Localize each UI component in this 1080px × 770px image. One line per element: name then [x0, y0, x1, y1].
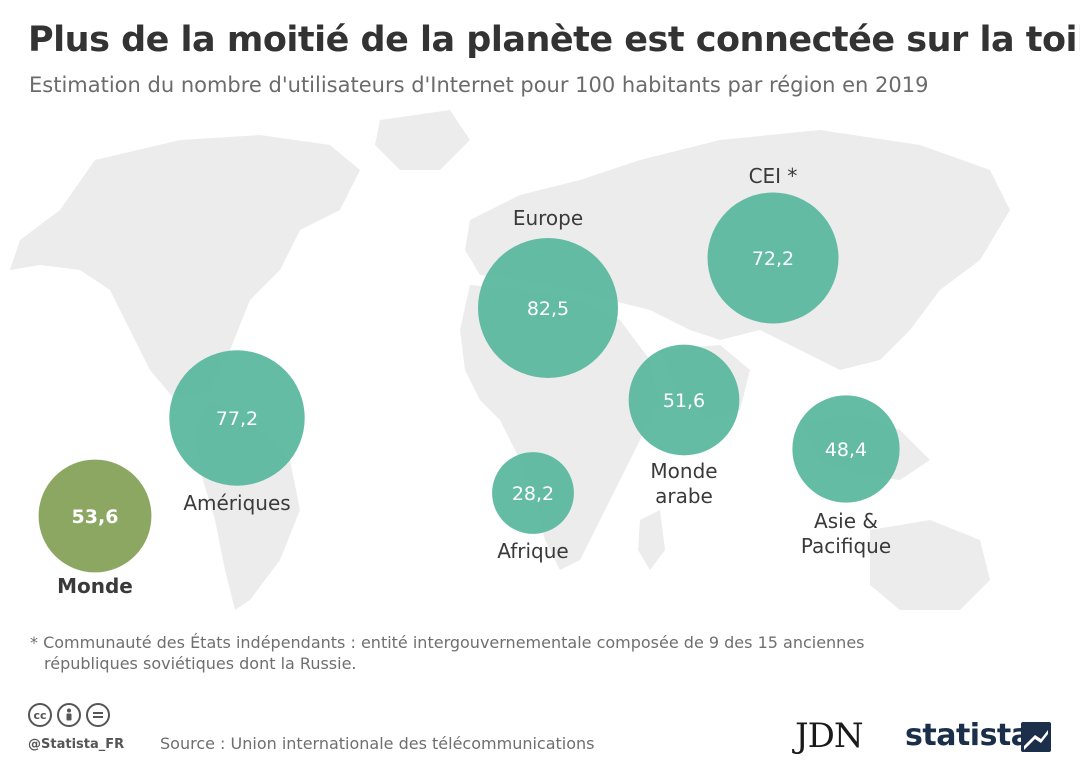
value-label-monde: 53,6 — [72, 506, 119, 528]
value-label-asie-pacifique: 48,4 — [825, 439, 867, 461]
region-label-monde: Monde — [57, 574, 133, 598]
bubble-cei — [707, 192, 839, 324]
bubble-asie-pacifique — [792, 395, 900, 503]
region-label-asie-pacifique: Asie & Pacifique — [801, 509, 891, 558]
value-label-europe: 82,5 — [527, 298, 569, 320]
statista-logo: statista — [905, 718, 1031, 753]
region-label-monde-arabe: Monde arabe — [650, 459, 717, 508]
creative-commons-badges: cc — [28, 703, 110, 727]
chart-subtitle: Estimation du nombre d'utilisateurs d'In… — [29, 73, 929, 97]
bubble-am-riques — [169, 350, 305, 486]
value-label-am-riques: 77,2 — [216, 408, 258, 430]
chart-title: Plus de la moitié de la planète est conn… — [28, 20, 1080, 60]
source-text: Source : Union internationale des téléco… — [160, 734, 595, 753]
cc-icon: cc — [28, 703, 52, 727]
by-icon — [57, 703, 81, 727]
bubble-europe — [478, 238, 618, 378]
bubble-chart: 82,5 Europe 77,2 Amériques 72,2 CEI * 53,6 Mond… — [38, 164, 900, 598]
footnote-line-1: * Communauté des États indépendants : en… — [30, 633, 865, 652]
region-label-am-riques: Amériques — [183, 491, 290, 515]
value-label-afrique: 28,2 — [512, 483, 554, 505]
region-label-europe: Europe — [513, 206, 583, 230]
region-label-afrique: Afrique — [497, 539, 568, 563]
footnote-line-2: républiques soviétiques dont la Russie. — [44, 654, 357, 673]
value-label-monde-arabe: 51,6 — [663, 390, 705, 412]
statista-handle: @Statista_FR — [28, 737, 125, 752]
nd-icon — [86, 703, 110, 727]
bubble-monde-arabe — [628, 344, 740, 456]
jdn-logo: JDN — [795, 716, 864, 756]
footnote: * Communauté des États indépendants : en… — [30, 632, 930, 674]
statista-logo-icon — [1021, 722, 1051, 752]
region-label-cei: CEI * — [749, 164, 798, 188]
bubble-monde — [38, 459, 152, 573]
bubble-afrique — [492, 452, 574, 534]
value-label-cei: 72,2 — [752, 248, 794, 270]
